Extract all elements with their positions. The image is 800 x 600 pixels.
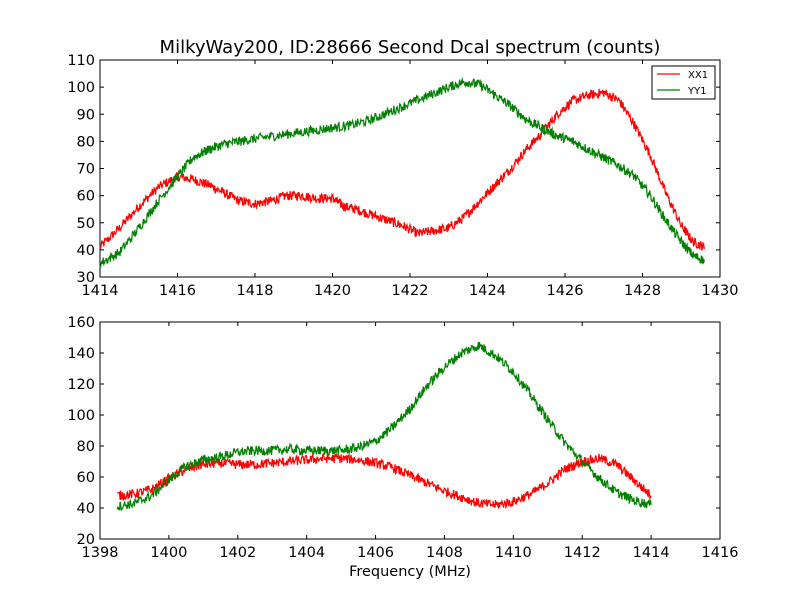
y-tick-label: 80 xyxy=(77,439,95,455)
series-line-yy1 xyxy=(99,76,706,268)
legend-box xyxy=(651,65,716,100)
x-tick-label: 1410 xyxy=(495,545,532,561)
y-tick-label: 60 xyxy=(77,470,95,486)
x-tick-label: 1398 xyxy=(82,545,119,561)
y-tick-label: 50 xyxy=(77,216,95,232)
bottom-chart-ticks: 1398 1400 1402 1404 1406 1408 1410 1412 1414 1416… xyxy=(67,315,738,561)
top-chart-series xyxy=(99,76,706,268)
top-chart-ticks: 1414 1416 1418 1420 1422 1424 1426 1428 1430 30 40… xyxy=(67,53,738,299)
x-tick-label: 1402 xyxy=(219,545,256,561)
x-tick-label: 1428 xyxy=(624,283,661,299)
y-tick-label: 160 xyxy=(67,315,95,331)
top-chart-title: MilkyWay200, ID:28666 Second Dcal spectr… xyxy=(160,37,661,58)
y-tick-label: 30 xyxy=(77,270,95,286)
top-chart-frame xyxy=(99,59,721,278)
y-tick-label: 120 xyxy=(67,377,95,393)
y-tick-label: 40 xyxy=(77,243,95,259)
top-chart-legend: XX1 YY1 xyxy=(651,65,716,100)
series-line-series-1 xyxy=(116,341,652,511)
legend-label-xx1: XX1 xyxy=(688,70,708,81)
x-tick-label: 1408 xyxy=(426,545,463,561)
y-tick-label: 60 xyxy=(77,189,95,205)
x-tick-label: 1416 xyxy=(159,283,196,299)
legend-label-yy1: YY1 xyxy=(687,86,707,97)
bottom-chart-xlabel: Frequency (MHz) xyxy=(349,564,471,580)
x-tick-label: 1424 xyxy=(469,283,506,299)
y-tick-label: 100 xyxy=(67,408,95,424)
x-tick-label: 1404 xyxy=(288,545,325,561)
x-tick-label: 1400 xyxy=(150,545,187,561)
x-tick-label: 1420 xyxy=(314,283,351,299)
y-tick-label: 140 xyxy=(67,346,95,362)
x-tick-label: 1412 xyxy=(564,545,601,561)
x-tick-label: 1430 xyxy=(702,283,739,299)
y-tick-label: 70 xyxy=(77,162,95,178)
bottom-chart: 1398 1400 1402 1404 1406 1408 1410 1412 1414 1416… xyxy=(67,315,738,561)
x-tick-label: 1416 xyxy=(702,545,739,561)
bottom-chart-series xyxy=(116,341,652,511)
bottom-chart-frame xyxy=(99,321,721,540)
top-chart: 1414 1416 1418 1420 1422 1424 1426 1428 1430 30 40… xyxy=(67,53,738,299)
y-tick-label: 110 xyxy=(67,53,95,69)
series-line-xx1 xyxy=(99,88,706,251)
y-tick-label: 40 xyxy=(77,501,95,517)
x-tick-label: 1406 xyxy=(357,545,394,561)
x-tick-label: 1422 xyxy=(392,283,429,299)
x-tick-label: 1418 xyxy=(237,283,274,299)
y-tick-label: 90 xyxy=(77,107,95,123)
x-tick-label: 1426 xyxy=(547,283,584,299)
y-tick-label: 100 xyxy=(67,80,95,96)
x-tick-label: 1414 xyxy=(633,545,670,561)
x-tick-label: 1414 xyxy=(82,283,119,299)
y-tick-label: 20 xyxy=(77,532,95,548)
y-tick-label: 80 xyxy=(77,134,95,150)
